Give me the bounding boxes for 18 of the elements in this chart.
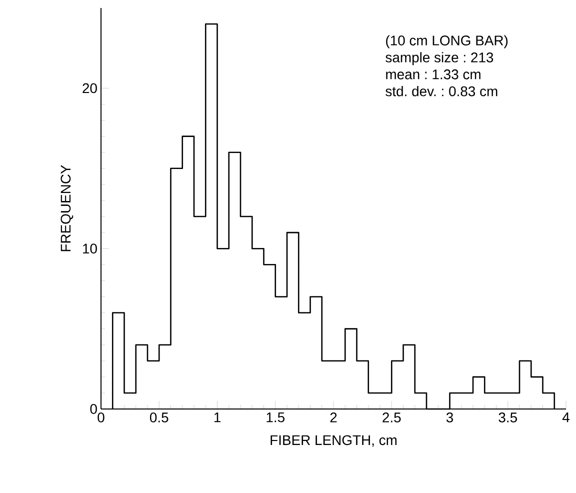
annotation: mean : 1.33 cm	[386, 69, 480, 80]
x-tick-label: 3	[446, 412, 454, 422]
x-tick-label: 1	[214, 412, 220, 422]
y-tick-label: 10	[83, 244, 97, 254]
annotation: (10 cm LONG BAR)	[386, 35, 508, 48]
y-axis-title: FREQUENCY	[60, 165, 74, 252]
y-tick-label: 20	[82, 83, 97, 94]
x-tick-label: 1.5	[266, 412, 284, 422]
x-tick-label: 0	[98, 412, 104, 422]
x-tick-label: 3.5	[498, 412, 517, 422]
annotation: sample size : 213	[386, 52, 494, 66]
annotation: std. dev. : 0.83 cm	[386, 86, 498, 96]
x-tick-label: 2.5	[382, 412, 401, 422]
x-tick-label: 4	[562, 412, 570, 422]
x-tick-label: 2	[330, 412, 337, 422]
x-tick-label: 0.5	[150, 412, 168, 422]
y-tick-label: 0	[90, 404, 97, 414]
x-axis-title: FIBER LENGTH, cm	[270, 435, 397, 447]
